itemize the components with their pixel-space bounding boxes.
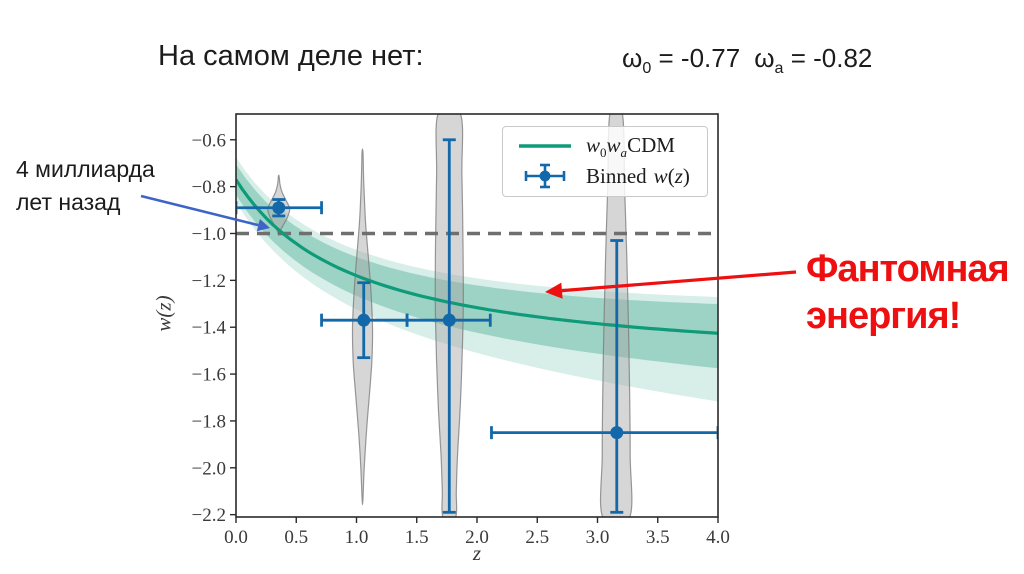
x-axis-label: z — [472, 541, 482, 565]
legend-model-line-icon — [516, 141, 574, 151]
x-tick-label: 2.0 — [465, 527, 489, 548]
binned-point-marker — [610, 426, 624, 440]
red-annotation-arrow-head — [545, 282, 563, 299]
y-tick-label: −0.8 — [192, 177, 226, 198]
binned-point — [320, 281, 409, 360]
annotation-4-billion-line2: лет назад — [16, 189, 121, 216]
legend-errorbar-icon — [516, 162, 574, 190]
legend-model-s2: a — [620, 145, 628, 161]
model-params-label: ω0 = -0.77 ωa = -0.82 — [622, 43, 873, 78]
y-tick-label: −1.2 — [192, 271, 226, 292]
y-tick-label: −1.6 — [192, 365, 226, 386]
binned-point — [236, 198, 323, 218]
legend-binned-var: w — [653, 163, 668, 188]
legend-binned-open: ( — [667, 163, 675, 188]
x-tick-label: 3.5 — [646, 527, 670, 548]
x-tick-label: 0.0 — [224, 527, 248, 548]
y-tick-label: −1.4 — [192, 318, 227, 339]
legend-model-w2: w — [606, 133, 621, 157]
y-tick-label: −2.2 — [192, 505, 226, 526]
x-tick-label: 1.5 — [405, 527, 429, 548]
x-tick-label: 1.0 — [345, 527, 369, 548]
y-tick-label: −1.0 — [192, 224, 226, 245]
x-tick-label: 4.0 — [706, 527, 730, 548]
omegaa-value: = -0.82 — [783, 43, 873, 73]
omega0-sub: 0 — [642, 59, 652, 78]
omega0-value: = -0.77 — [651, 43, 741, 73]
legend-label-model: w0waCDM — [586, 133, 675, 161]
omegaa-sub: a — [774, 59, 784, 78]
y-tick-label: −1.8 — [192, 411, 226, 432]
annotation-4-billion-line1: 4 миллиарда — [16, 156, 155, 182]
legend-model-s1: 0 — [600, 145, 607, 161]
y-axis-label: w(z) — [151, 295, 176, 332]
y-tick-label: −0.6 — [192, 130, 226, 151]
binned-point — [405, 138, 492, 514]
legend-binned-word: Binned — [586, 163, 647, 188]
plot-area — [236, 114, 718, 517]
legend-entry-model: w0waCDM — [503, 133, 707, 161]
binned-point-marker — [272, 201, 286, 215]
legend-model-tail: CDM — [627, 133, 675, 157]
legend-entry-binned: Binned w(z) — [503, 162, 707, 190]
binned-point-marker — [357, 313, 371, 327]
y-tick-label: −2.0 — [192, 458, 226, 479]
x-tick-label: 3.0 — [586, 527, 610, 548]
x-tick-label: 0.5 — [284, 527, 308, 548]
confidence-band-inner — [236, 164, 718, 369]
legend-binned-z: z — [674, 163, 683, 188]
blue-annotation-arrow-head — [256, 219, 270, 232]
annotation-4-billion-years: 4 миллиарда лет назад — [16, 153, 155, 220]
legend-binned-close: ) — [682, 163, 690, 188]
binned-point-marker — [442, 313, 456, 327]
blue-annotation-arrow — [140, 194, 259, 227]
plot-legend: w0waCDM Binned w(z) — [502, 126, 708, 197]
omega0-symbol: ω — [622, 43, 643, 73]
x-tick-label: 2.5 — [525, 527, 549, 548]
page-title: На самом деле нет: — [158, 40, 424, 72]
red-annotation-arrow — [561, 270, 797, 293]
annotation-phantom-line1: Фантомная — [806, 248, 1010, 290]
annotation-phantom-energy: Фантомная энергия! — [806, 246, 1010, 340]
annotation-phantom-line2: энергия! — [806, 295, 961, 338]
model-curve — [236, 178, 718, 335]
omegaa-symbol: ω — [754, 43, 775, 73]
legend-label-binned: Binned w(z) — [586, 164, 690, 189]
legend-model-w1: w — [586, 133, 601, 157]
